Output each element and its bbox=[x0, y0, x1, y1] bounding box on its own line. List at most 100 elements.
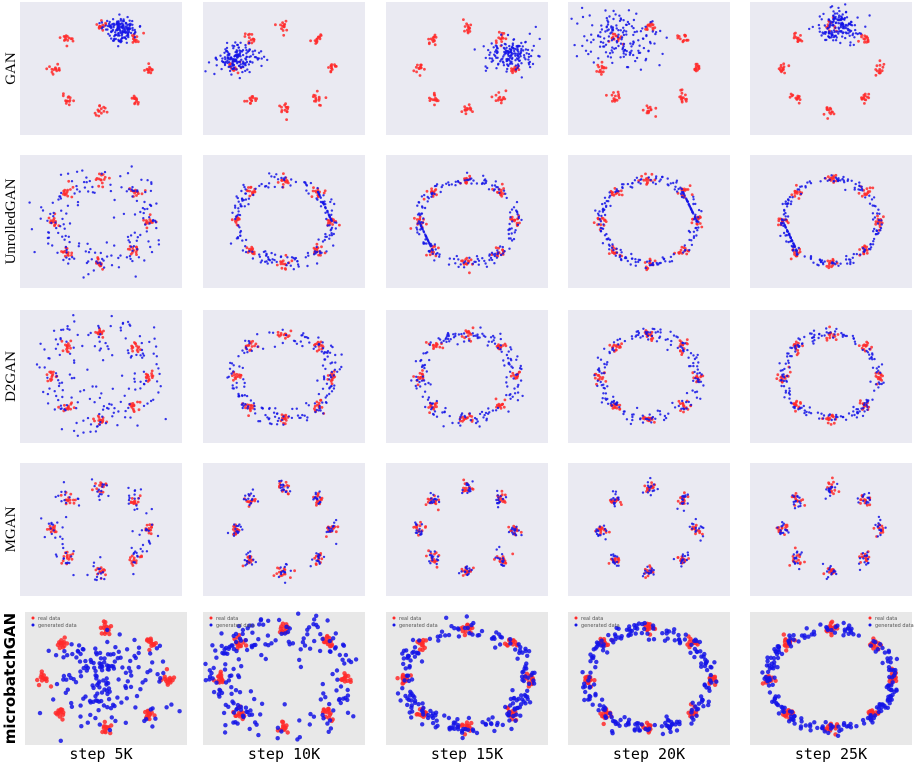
point bbox=[131, 530, 134, 533]
point bbox=[133, 377, 136, 380]
point bbox=[135, 35, 139, 38]
point bbox=[852, 43, 855, 47]
point bbox=[490, 340, 494, 343]
point bbox=[778, 362, 781, 365]
point bbox=[133, 497, 136, 500]
point bbox=[97, 177, 101, 181]
point bbox=[625, 33, 628, 36]
point bbox=[782, 231, 786, 235]
point bbox=[425, 236, 428, 239]
point bbox=[640, 174, 643, 178]
point bbox=[104, 573, 107, 577]
point bbox=[651, 20, 654, 23]
point bbox=[462, 266, 466, 269]
point bbox=[328, 215, 331, 218]
point bbox=[305, 189, 308, 192]
point bbox=[235, 386, 238, 389]
point bbox=[502, 405, 506, 409]
point bbox=[303, 414, 306, 417]
point bbox=[425, 253, 428, 257]
point bbox=[797, 96, 801, 99]
point bbox=[465, 171, 469, 174]
point bbox=[237, 373, 241, 377]
point bbox=[632, 26, 635, 30]
point bbox=[132, 97, 136, 100]
point bbox=[606, 385, 609, 388]
point bbox=[100, 172, 103, 175]
point bbox=[843, 16, 847, 20]
point bbox=[493, 342, 497, 345]
point bbox=[509, 216, 512, 219]
point bbox=[288, 490, 292, 493]
point bbox=[102, 105, 106, 109]
point bbox=[64, 515, 68, 519]
point bbox=[280, 571, 283, 574]
point bbox=[842, 175, 845, 179]
point bbox=[328, 351, 332, 354]
point bbox=[280, 418, 284, 422]
point bbox=[315, 89, 319, 93]
point bbox=[625, 30, 628, 33]
point bbox=[330, 209, 334, 212]
point bbox=[423, 366, 426, 370]
point bbox=[856, 16, 859, 19]
point bbox=[467, 27, 471, 31]
point bbox=[852, 405, 855, 409]
point bbox=[73, 192, 76, 195]
point bbox=[686, 38, 690, 42]
point bbox=[428, 249, 431, 253]
point bbox=[283, 581, 287, 584]
point bbox=[837, 32, 840, 35]
point bbox=[100, 489, 103, 493]
point bbox=[116, 28, 120, 32]
point bbox=[497, 36, 501, 40]
point bbox=[808, 406, 811, 409]
point bbox=[836, 333, 840, 336]
point bbox=[638, 44, 641, 47]
point bbox=[576, 22, 579, 25]
point bbox=[651, 327, 654, 330]
point bbox=[686, 200, 689, 203]
point bbox=[68, 222, 72, 225]
point bbox=[281, 328, 284, 331]
point bbox=[290, 259, 294, 263]
point bbox=[285, 28, 289, 32]
point bbox=[97, 110, 100, 113]
point bbox=[603, 196, 607, 199]
point bbox=[601, 70, 605, 74]
point bbox=[467, 488, 470, 492]
point bbox=[259, 50, 263, 53]
scatter-panel bbox=[386, 2, 548, 135]
point bbox=[829, 259, 832, 263]
point bbox=[213, 72, 216, 76]
point bbox=[414, 384, 417, 388]
point bbox=[631, 337, 634, 340]
point bbox=[865, 403, 868, 407]
point bbox=[334, 518, 338, 522]
point bbox=[61, 559, 65, 563]
point bbox=[231, 61, 234, 64]
point bbox=[589, 41, 593, 44]
point bbox=[285, 563, 288, 566]
scatter-panel bbox=[203, 155, 365, 288]
point bbox=[242, 498, 246, 501]
point bbox=[872, 230, 875, 233]
point bbox=[296, 260, 299, 263]
point bbox=[465, 180, 468, 184]
point bbox=[508, 370, 512, 373]
point bbox=[608, 15, 611, 18]
point bbox=[871, 353, 874, 356]
point bbox=[622, 26, 625, 29]
point bbox=[140, 348, 144, 352]
point bbox=[164, 417, 167, 421]
point bbox=[127, 387, 131, 390]
point bbox=[835, 36, 838, 39]
point bbox=[792, 242, 795, 246]
point bbox=[120, 22, 123, 25]
point bbox=[612, 401, 615, 404]
point bbox=[876, 214, 879, 218]
point bbox=[637, 258, 640, 261]
point bbox=[272, 574, 276, 577]
point bbox=[326, 224, 329, 227]
point bbox=[415, 379, 418, 382]
